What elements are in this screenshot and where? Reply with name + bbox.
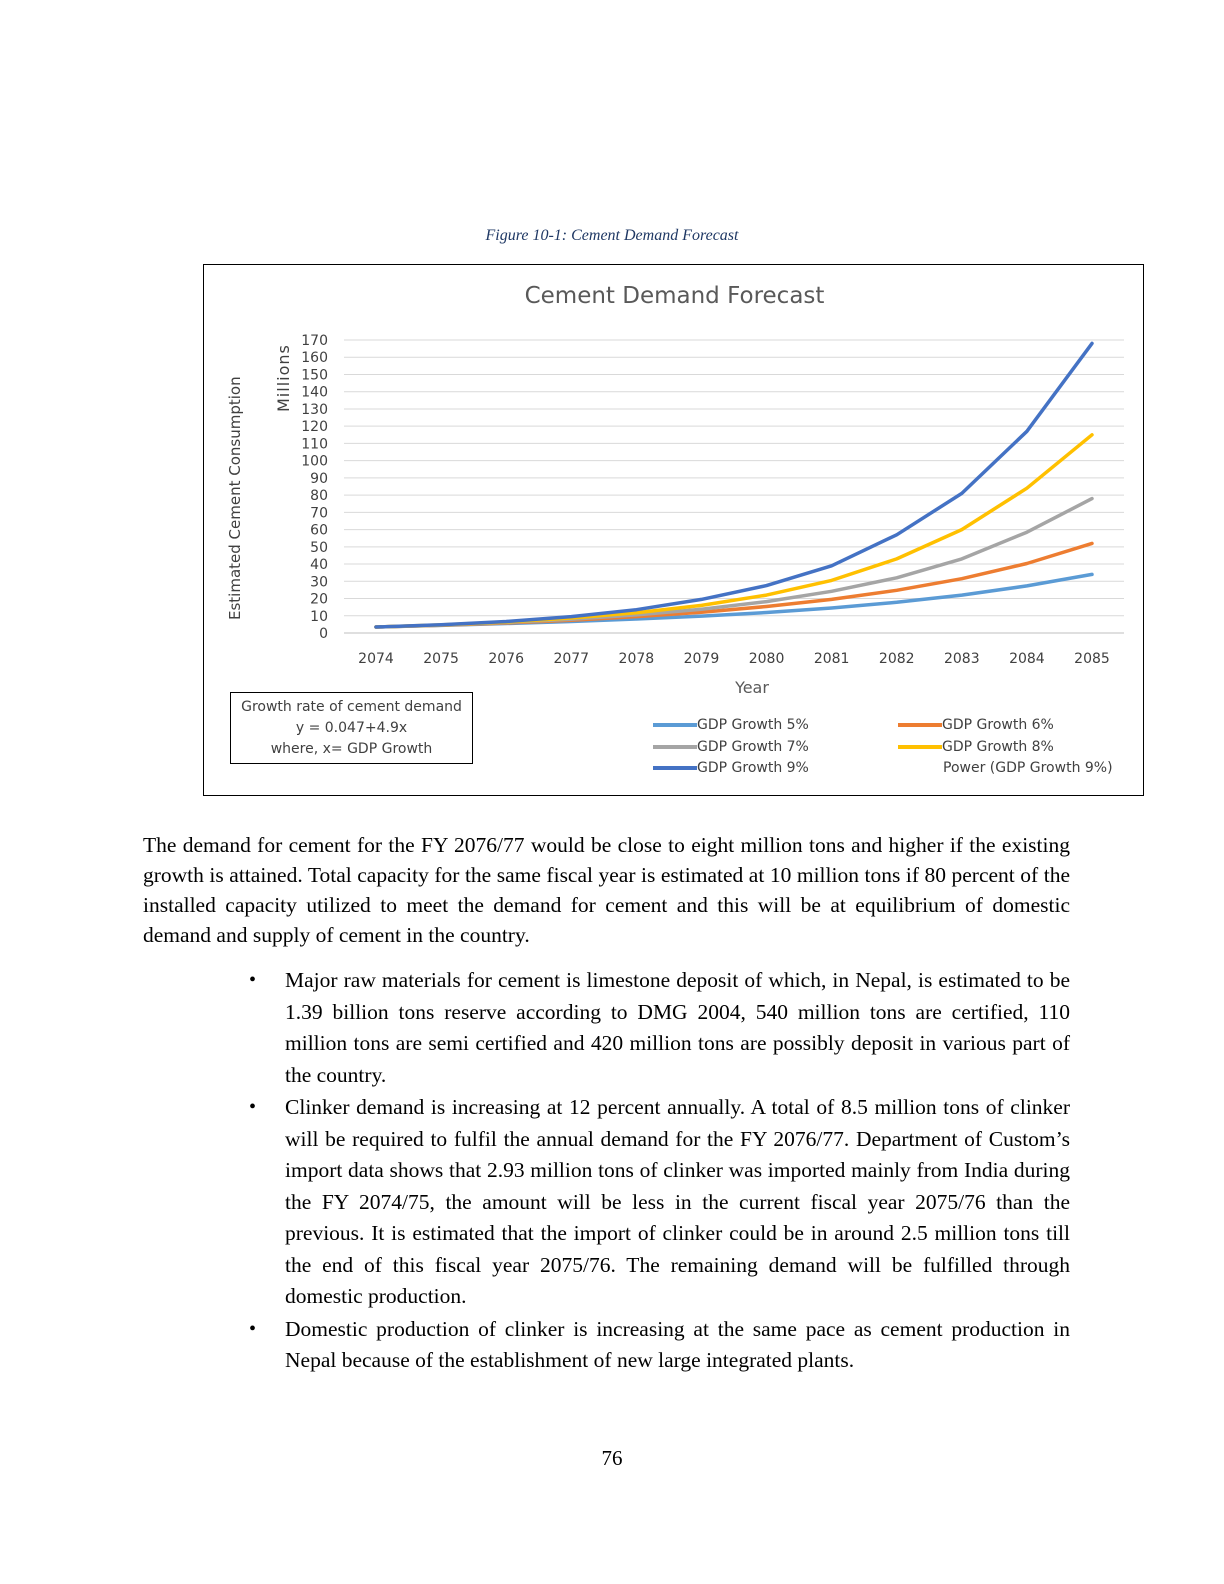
formula-note: where, x= GDP Growth [270, 741, 433, 757]
chart-title: Cement Demand Forecast [524, 283, 825, 309]
bullet-item: • Clinker demand is increasing at 12 per… [143, 1092, 1070, 1313]
y-tick-label: 10 [310, 609, 328, 625]
y-tick-label: 60 [310, 523, 328, 539]
growth-formula-box: Growth rate of cement demand y = 0.047+4… [230, 692, 473, 764]
y-tick-label: 140 [301, 385, 328, 401]
bullet-text: Clinker demand is increasing at 12 perce… [285, 1095, 1070, 1308]
bullet-text: Domestic production of clinker is increa… [285, 1316, 1070, 1373]
y-axis-label: Estimated Cement Consumption [226, 376, 244, 620]
x-tick-label: 2075 [423, 651, 459, 667]
bullet-list: • Major raw materials for cement is lime… [143, 965, 1070, 1378]
legend-item-gdp-7: GDP Growth 7% [653, 739, 809, 755]
x-tick-label: 2085 [1074, 651, 1110, 667]
figure-caption: Figure 10-1: Cement Demand Forecast [485, 227, 739, 244]
legend-item-gdp-8: GDP Growth 8% [898, 739, 1054, 755]
legend-label-trendline: Power (GDP Growth 9%) [943, 760, 1113, 776]
page-number: 76 [601, 1446, 623, 1470]
legend-label-gdp-9: GDP Growth 9% [697, 760, 809, 776]
bullet-item: • Major raw materials for cement is lime… [143, 965, 1070, 1091]
legend-swatch-gdp-7 [653, 745, 697, 749]
x-tick-label: 2077 [553, 651, 589, 667]
y-tick-label: 130 [301, 402, 328, 418]
legend-swatch-gdp-5 [653, 723, 697, 727]
legend-label-gdp-5: GDP Growth 5% [697, 717, 809, 733]
series-line-5 [374, 341, 1094, 629]
bullet-symbol: • [249, 1317, 257, 1340]
y-tick-label: 160 [301, 350, 328, 366]
y-tick-label: 0 [319, 626, 328, 642]
formula-equation: y = 0.047+4.9x [295, 720, 408, 736]
x-tick-label: 2082 [879, 651, 915, 667]
bullet-text: Major raw materials for cement is limest… [285, 968, 1070, 1087]
legend-label-gdp-8: GDP Growth 8% [942, 739, 1054, 755]
y-tick-label: 150 [301, 367, 328, 383]
y-tick-label: 120 [301, 419, 328, 435]
y-tick-label: 80 [310, 488, 328, 504]
bullet-item: • Domestic production of clinker is incr… [143, 1314, 1070, 1377]
x-tick-label: 2083 [944, 651, 980, 667]
y-tick-label: 110 [301, 436, 328, 452]
legend-swatch-gdp-9 [653, 766, 697, 770]
y-tick-label: 30 [310, 574, 328, 590]
legend-item-trendline: Power (GDP Growth 9%) [943, 760, 1113, 776]
y-tick-label: 40 [310, 557, 328, 573]
y-tick-label: 70 [310, 505, 328, 521]
y-tick-label: 90 [310, 471, 328, 487]
y-tick-label: 170 [301, 333, 328, 349]
x-tick-label: 2074 [358, 651, 394, 667]
bullet-symbol: • [249, 969, 257, 991]
x-tick-label: 2081 [814, 651, 850, 667]
x-tick-label: 2078 [619, 651, 655, 667]
formula-title: Growth rate of cement demand [241, 699, 462, 715]
x-axis-label: Year [734, 678, 769, 697]
x-tick-label: 2080 [749, 651, 785, 667]
x-tick-label: 2076 [488, 651, 524, 667]
body-paragraph: The demand for cement for the FY 2076/77… [143, 833, 1070, 947]
legend-item-gdp-9: GDP Growth 9% [653, 760, 809, 776]
legend-item-gdp-5: GDP Growth 5% [653, 717, 809, 733]
legend-item-gdp-6: GDP Growth 6% [898, 717, 1054, 733]
legend-label-gdp-6: GDP Growth 6% [942, 717, 1054, 733]
x-tick-label: 2079 [684, 651, 720, 667]
bullet-symbol: • [249, 1096, 257, 1118]
legend-swatch-gdp-6 [898, 723, 942, 727]
y-axis-unit-label: Millions [274, 344, 293, 412]
y-tick-label: 20 [310, 592, 328, 608]
x-tick-label: 2084 [1009, 651, 1045, 667]
y-tick-label: 50 [310, 540, 328, 556]
legend-swatch-gdp-8 [898, 745, 942, 749]
y-tick-label: 100 [301, 454, 328, 470]
legend-label-gdp-7: GDP Growth 7% [697, 739, 809, 755]
